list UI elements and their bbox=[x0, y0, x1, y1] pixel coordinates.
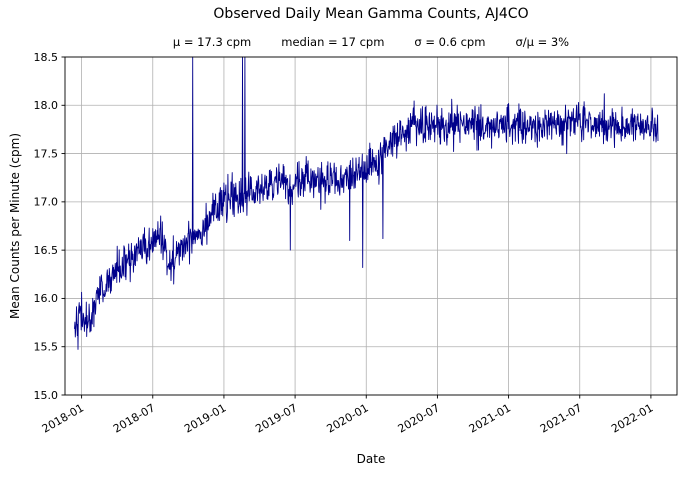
chart-title: Observed Daily Mean Gamma Counts, AJ4CO bbox=[213, 6, 529, 22]
y-tick-label: 16.0 bbox=[34, 292, 59, 305]
y-tick-label: 18.5 bbox=[34, 51, 59, 64]
stat-median: median = 17 cpm bbox=[281, 35, 385, 49]
stat-mean: μ = 17.3 cpm bbox=[172, 35, 252, 49]
y-tick-label: 15.0 bbox=[34, 389, 59, 402]
x-tick-label: 2021-07 bbox=[538, 401, 584, 435]
x-tick-label: 2021-01 bbox=[467, 401, 513, 435]
series-line bbox=[74, 56, 659, 350]
stat-sigma: σ = 0.6 cpm bbox=[414, 35, 486, 49]
x-tick-label: 2020-01 bbox=[324, 401, 370, 435]
x-tick-label: 2019-07 bbox=[253, 401, 299, 435]
y-tick-label: 16.5 bbox=[34, 244, 59, 257]
plot-border bbox=[64, 56, 678, 396]
x-tick-label: 2022-01 bbox=[609, 401, 655, 435]
x-tick-label: 2018-01 bbox=[40, 401, 86, 435]
x-tick-label: 2018-07 bbox=[111, 401, 157, 435]
y-tick-label: 17.0 bbox=[34, 196, 59, 209]
x-tick-label: 2020-07 bbox=[396, 401, 442, 435]
x-tick-label: 2019-01 bbox=[182, 401, 228, 435]
chart-subtitle: μ = 17.3 cpm median = 17 cpm σ = 0.6 cpm… bbox=[65, 35, 677, 49]
stat-sigma-over-mu: σ/μ = 3% bbox=[515, 35, 570, 49]
y-axis-label: Mean Counts per Minute (cpm) bbox=[8, 132, 22, 320]
x-axis-label: Date bbox=[356, 452, 386, 466]
y-tick-label: 17.5 bbox=[34, 147, 59, 160]
y-tick-label: 15.5 bbox=[34, 341, 59, 354]
y-tick-label: 18.0 bbox=[34, 99, 59, 112]
